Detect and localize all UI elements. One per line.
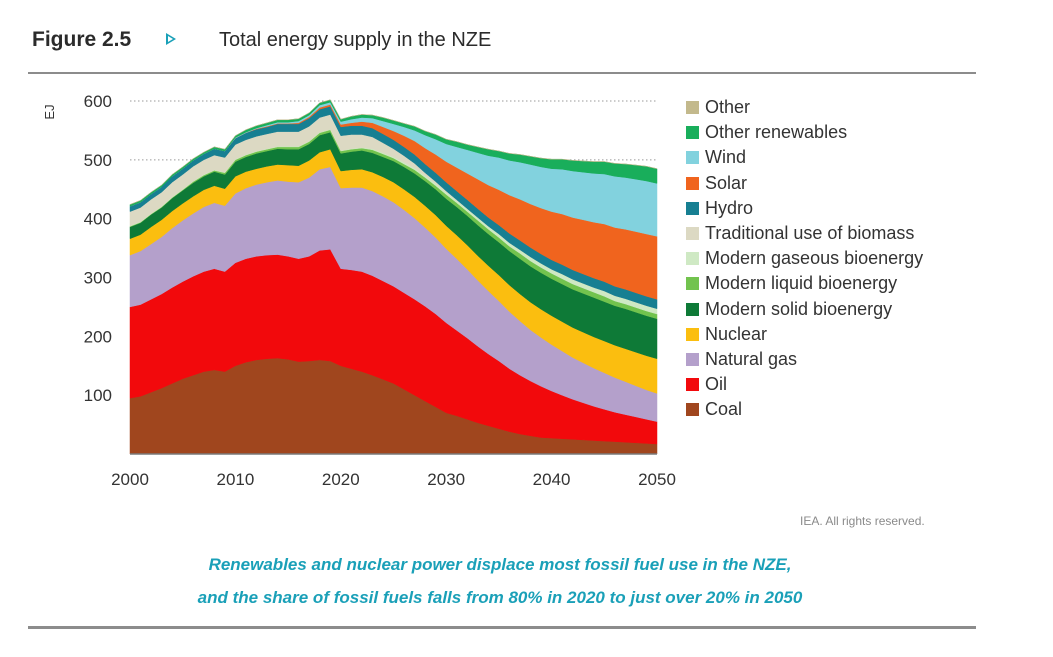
y-tick-label-500: 500 xyxy=(84,151,112,170)
legend-label: Modern gaseous bioenergy xyxy=(705,248,924,269)
y-axis-label: EJ xyxy=(42,104,57,119)
legend-label: Oil xyxy=(705,374,727,395)
legend-swatch xyxy=(686,252,699,266)
y-tick-label-600: 600 xyxy=(84,92,112,111)
x-tick-label-2010: 2010 xyxy=(216,470,254,489)
legend-label: Other renewables xyxy=(705,122,848,143)
legend-item-modern-liquid-bioenergy: Modern liquid bioenergy xyxy=(686,271,923,296)
legend-label: Nuclear xyxy=(705,323,768,344)
x-tick-label-2030: 2030 xyxy=(427,470,465,489)
legend-label: Other xyxy=(705,97,751,118)
bottom-divider xyxy=(28,626,976,629)
legend-swatch xyxy=(686,176,699,190)
x-tick-label-2040: 2040 xyxy=(533,470,571,489)
y-tick-label-100: 100 xyxy=(84,386,112,405)
legend-label: Traditional use of biomass xyxy=(705,223,915,244)
chart: 100 200 300 400 500 600 2000 2010 2020 2030 2040 20… xyxy=(42,92,676,489)
legend-item-other: Other xyxy=(686,95,923,120)
x-tick-label-2050: 2050 xyxy=(638,470,676,489)
legend-item-modern-gaseous-bioenergy: Modern gaseous bioenergy xyxy=(686,246,923,271)
x-tick-label-2000: 2000 xyxy=(111,470,149,489)
y-tick-label-300: 300 xyxy=(84,269,112,288)
top-divider xyxy=(28,72,976,74)
legend-swatch xyxy=(686,201,699,215)
legend-swatch xyxy=(686,126,699,140)
legend-label: Hydro xyxy=(705,197,754,218)
x-tick-label-2020: 2020 xyxy=(322,470,360,489)
y-tick-label-200: 200 xyxy=(84,327,112,346)
legend-item-oil: Oil xyxy=(686,372,923,397)
legend-item-traditional-use-of-biomass: Traditional use of biomass xyxy=(686,221,923,246)
legend-item-wind: Wind xyxy=(686,145,923,170)
legend-item-solar: Solar xyxy=(686,171,923,196)
figure-title: Total energy supply in the NZE xyxy=(219,29,492,51)
legend-item-natural-gas: Natural gas xyxy=(686,347,923,372)
legend-swatch xyxy=(686,101,699,115)
legend-label: Modern solid bioenergy xyxy=(705,298,893,319)
legend-swatch xyxy=(686,327,699,341)
legend-item-hydro: Hydro xyxy=(686,196,923,221)
legend-label: Wind xyxy=(705,147,747,168)
figure-number: Figure 2.5 xyxy=(32,28,132,51)
legend-item-other-renewables: Other renewables xyxy=(686,120,923,145)
caption-line-2: and the share of fossil fuels falls from… xyxy=(197,588,803,607)
legend-label: Solar xyxy=(705,172,748,193)
legend-label: Modern liquid bioenergy xyxy=(705,273,898,294)
legend-item-nuclear: Nuclear xyxy=(686,322,923,347)
legend-label: Coal xyxy=(705,399,743,420)
caption-line-1: Renewables and nuclear power displace mo… xyxy=(208,555,792,574)
legend-swatch xyxy=(686,403,699,417)
source-note: IEA. All rights reserved. xyxy=(800,514,925,528)
legend-item-coal: Coal xyxy=(686,397,923,422)
legend-swatch xyxy=(686,277,699,291)
legend-item-modern-solid-bioenergy: Modern solid bioenergy xyxy=(686,297,923,322)
legend-swatch xyxy=(686,227,699,241)
y-tick-label-400: 400 xyxy=(84,210,112,229)
area-other xyxy=(129,99,658,205)
figure-arrow-icon xyxy=(166,33,176,45)
legend-swatch xyxy=(686,378,699,392)
legend: Other Other renewables Wind Solar Hydro Tradi… xyxy=(686,95,923,422)
legend-swatch xyxy=(686,302,699,316)
legend-label: Natural gas xyxy=(705,348,798,369)
legend-swatch xyxy=(686,151,699,165)
legend-swatch xyxy=(686,352,699,366)
